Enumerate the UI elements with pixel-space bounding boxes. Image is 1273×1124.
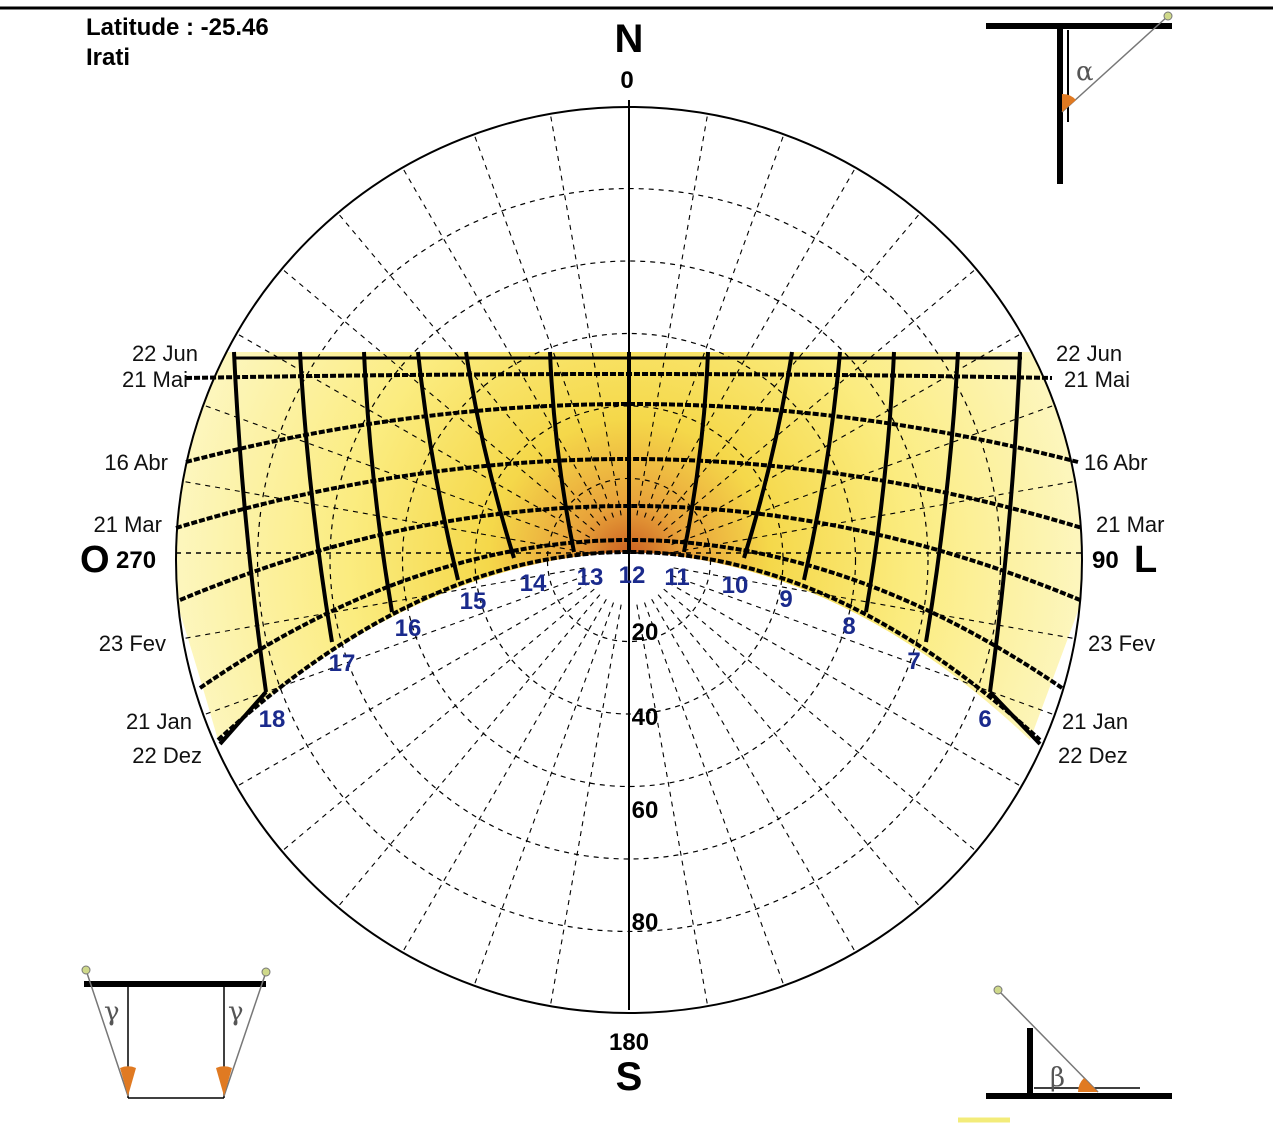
east-bearing: 90 xyxy=(1092,547,1119,574)
azimuth-spoke xyxy=(203,574,587,716)
date-label-left-fev: 23 Fev xyxy=(99,631,166,656)
north-bearing: 0 xyxy=(620,67,633,94)
hour-curve xyxy=(802,351,842,581)
azimuth-spoke xyxy=(636,604,709,1007)
hour-curve xyxy=(464,351,516,559)
hour-curve xyxy=(548,351,576,553)
alpha-symbol: α xyxy=(1076,57,1094,87)
azimuth-spoke xyxy=(236,582,591,787)
location-label: Irati xyxy=(86,44,131,71)
altitude-ring xyxy=(401,332,857,788)
west-letter: O xyxy=(80,539,110,581)
azimuth-spoke xyxy=(281,588,595,852)
date-label-right-jan: 21 Jan xyxy=(1062,709,1128,734)
date-label-right-abr: 16 Abr xyxy=(1084,450,1148,475)
altitude-label-80: 80 xyxy=(632,909,659,936)
hour-label-17: 17 xyxy=(329,650,356,677)
azimuth-spoke xyxy=(671,404,1055,546)
date-label-right-fev: 23 Fev xyxy=(1088,631,1155,656)
azimuth-spoke xyxy=(667,582,1022,787)
date-label-left-mai: 21 Mai xyxy=(122,367,188,392)
azimuth-spoke xyxy=(673,480,1076,553)
azimuth-spoke xyxy=(657,594,921,908)
azimuth-spoke xyxy=(636,113,709,516)
date-label-right-mai: 21 Mai xyxy=(1064,367,1130,392)
hour-curve xyxy=(988,351,1022,693)
date-label-left-jan: 21 Jan xyxy=(126,709,192,734)
hour-label-9: 9 xyxy=(779,586,792,613)
west-bearing: 270 xyxy=(116,547,156,574)
hour-curve-extension xyxy=(988,690,1042,746)
hour-curves xyxy=(218,351,1042,746)
hour-curve xyxy=(362,351,394,613)
date-curve xyxy=(179,504,1081,602)
hour-label-15: 15 xyxy=(460,588,487,615)
azimuth-spoke xyxy=(236,333,591,538)
azimuth-spoke xyxy=(402,598,607,953)
date-label-left-mar: 21 Mar xyxy=(94,512,162,537)
altitude-label-40: 40 xyxy=(632,704,659,731)
azimuth-spoke xyxy=(663,588,977,852)
hour-label-11: 11 xyxy=(664,564,689,591)
azimuth-spoke xyxy=(663,268,977,532)
azimuth-spoke xyxy=(549,604,622,1007)
hour-label-8: 8 xyxy=(842,613,855,640)
beta-symbol: β xyxy=(1050,1063,1065,1093)
hour-label-6: 6 xyxy=(978,706,991,733)
altitude-ring xyxy=(329,260,929,860)
azimuth-spoke xyxy=(667,333,1022,538)
hour-label-13: 13 xyxy=(577,564,604,591)
hour-curve xyxy=(924,351,960,643)
azimuth-spoke xyxy=(281,268,595,532)
azimuth-spoke xyxy=(651,598,856,953)
hour-label-18: 18 xyxy=(259,706,286,733)
hour-curve xyxy=(416,351,460,581)
gamma-symbol-right: γ xyxy=(228,997,244,1027)
date-curve xyxy=(216,550,1042,742)
azimuth-spoke xyxy=(182,480,585,553)
east-letter: L xyxy=(1134,539,1157,581)
azimuth-spoke xyxy=(182,567,585,640)
south-letter: S xyxy=(616,1055,643,1099)
south-bearing: 180 xyxy=(609,1029,649,1056)
date-label-left-jun: 22 Jun xyxy=(132,341,198,366)
altitude-label-20: 20 xyxy=(632,619,659,646)
hour-label-16: 16 xyxy=(395,615,422,642)
date-label-right-mar: 21 Mar xyxy=(1096,512,1164,537)
hour-curve xyxy=(864,351,896,613)
hour-curve xyxy=(682,351,710,553)
azimuth-spoke xyxy=(643,134,785,518)
azimuth-spoke xyxy=(337,594,601,908)
gamma-symbol-left: γ xyxy=(104,997,120,1027)
north-letter: N xyxy=(615,17,644,61)
alpha-protractor-icon: α xyxy=(986,11,1173,184)
azimuth-spoke xyxy=(473,134,615,518)
hour-curve xyxy=(232,351,268,693)
azimuth-spoke xyxy=(549,113,622,516)
gamma-protractor-icon: γ γ xyxy=(81,965,271,1099)
azimuth-spoke xyxy=(671,574,1055,716)
hour-curve xyxy=(742,351,794,559)
date-label-right-jun: 22 Jun xyxy=(1056,341,1122,366)
azimuth-spoke xyxy=(651,167,856,522)
hour-label-12: 12 xyxy=(619,562,646,589)
azimuth-spoke xyxy=(402,167,607,522)
date-label-left-abr: 16 Abr xyxy=(104,450,168,475)
beta-protractor-icon: β xyxy=(986,985,1172,1099)
hour-curve xyxy=(298,351,334,643)
altitude-label-60: 60 xyxy=(632,797,659,824)
hour-label-14: 14 xyxy=(520,570,547,597)
hour-label-7: 7 xyxy=(907,648,920,675)
azimuth-spoke xyxy=(203,404,587,546)
azimuth-spoke xyxy=(643,602,785,986)
azimuth-spoke xyxy=(473,602,615,986)
date-label-right-dez: 22 Dez xyxy=(1058,743,1128,768)
latitude-label: Latitude : -25.46 xyxy=(86,14,269,41)
hour-curve-extension xyxy=(218,690,268,746)
date-label-left-dez: 22 Dez xyxy=(132,743,202,768)
hour-label-10: 10 xyxy=(722,572,749,599)
azimuth-spoke xyxy=(673,567,1076,640)
